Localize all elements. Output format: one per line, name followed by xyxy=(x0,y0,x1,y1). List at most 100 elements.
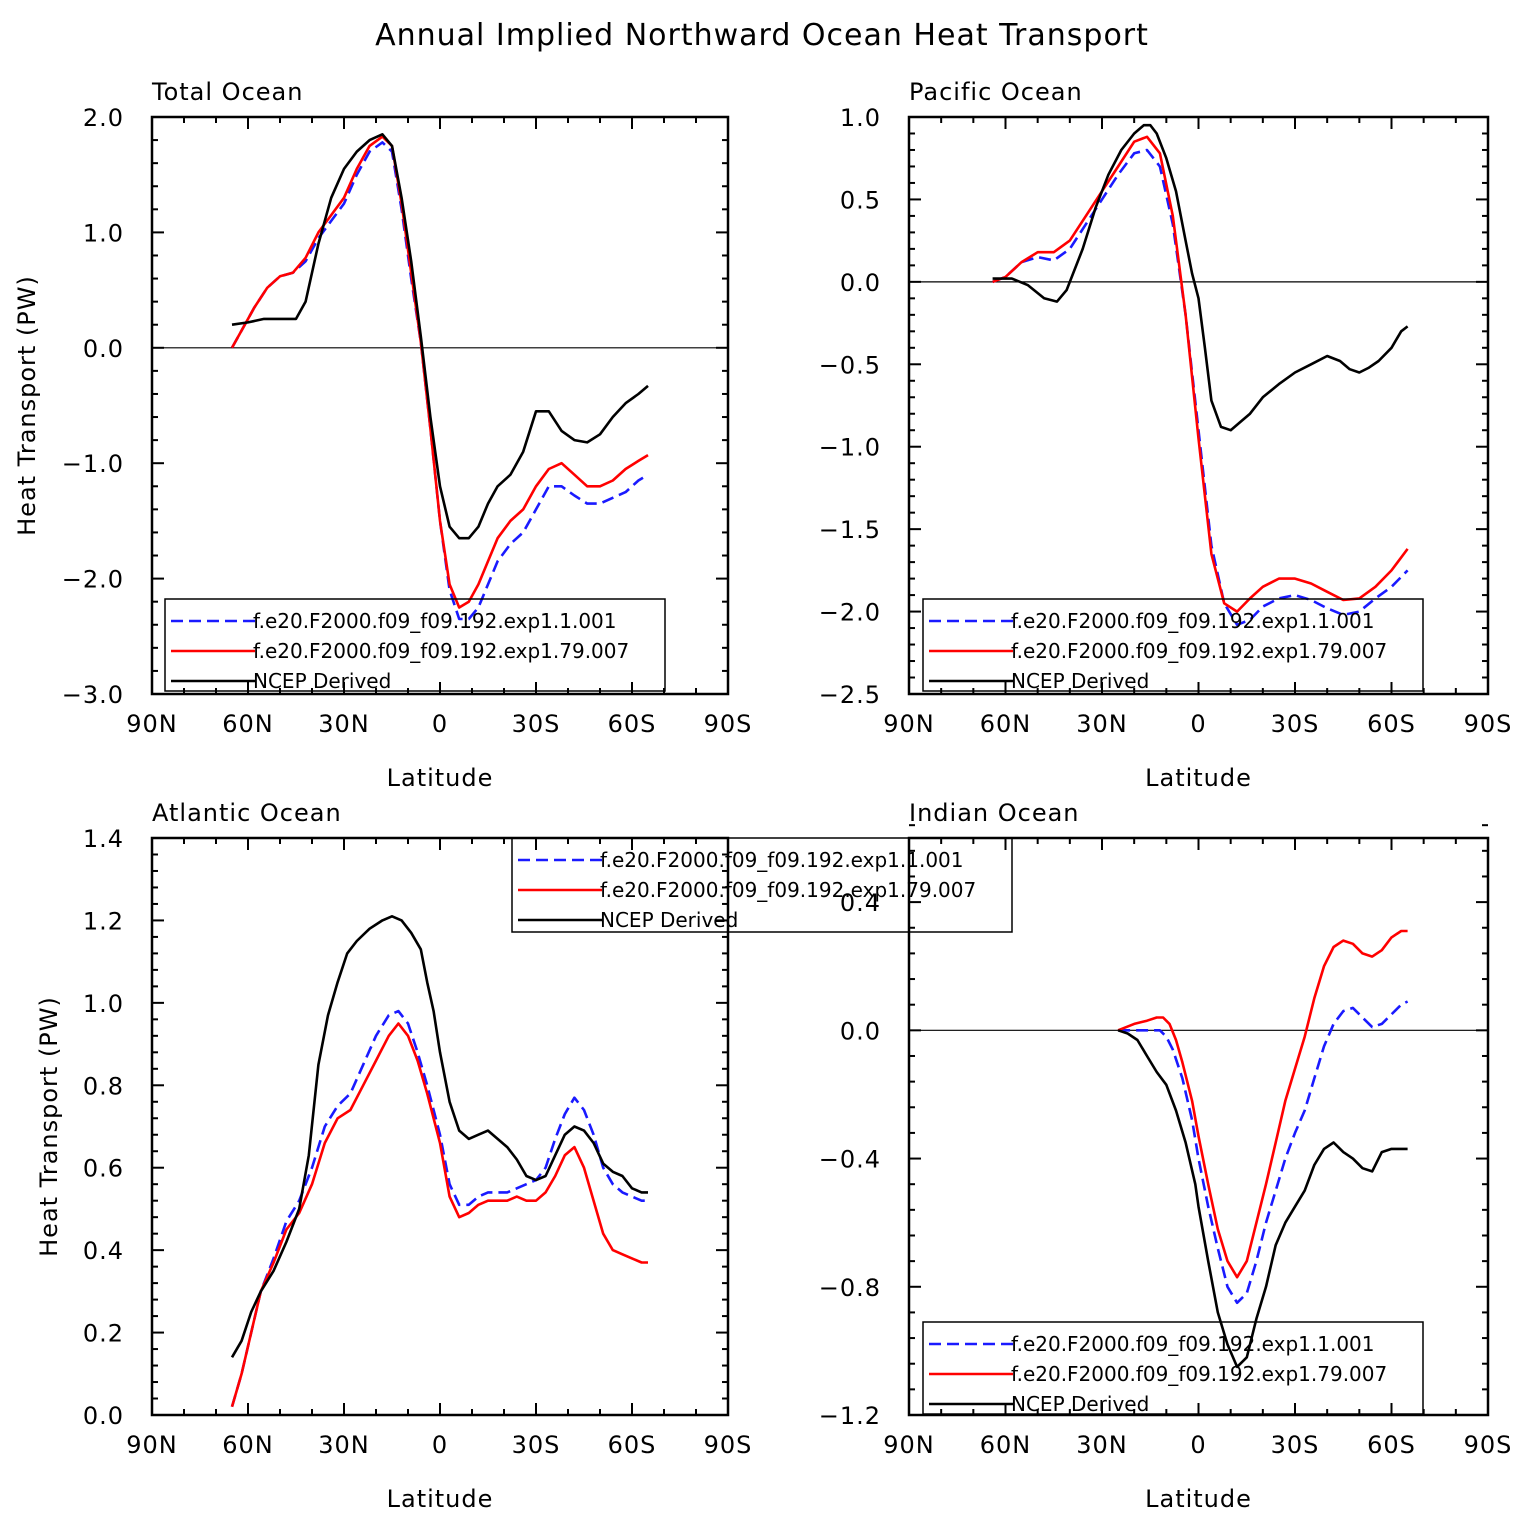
y-tick-label: 0.4 xyxy=(83,1237,124,1265)
legend-label: NCEP Derived xyxy=(600,908,738,932)
x-tick-label: 30N xyxy=(318,710,370,738)
y-tick-label: 0.8 xyxy=(83,1072,124,1100)
y-tick-label: 0.0 xyxy=(83,335,124,363)
x-tick-label: 0 xyxy=(1190,1431,1206,1459)
y-tick-label: 0.4 xyxy=(840,889,881,917)
x-tick-label: 90S xyxy=(704,710,753,738)
legend: f.e20.F2000.f09_f09.192.exp1.1.001 f.e20.… xyxy=(922,1321,1424,1416)
x-tick-label: 30S xyxy=(512,710,561,738)
series-line-exp1 xyxy=(1118,1000,1409,1305)
legend-label: NCEP Derived xyxy=(1011,669,1149,693)
y-tick-label: 1.2 xyxy=(83,907,124,935)
legend-box xyxy=(922,1321,1424,1415)
legend-label: f.e20.F2000.f09_f09.192.exp1.79.007 xyxy=(1011,1362,1387,1386)
x-tick-label: 60S xyxy=(1367,1431,1416,1459)
x-tick-label: 0 xyxy=(1190,710,1206,738)
panel-title: Total Ocean xyxy=(151,78,303,106)
x-axis-label: Latitude xyxy=(1145,1485,1252,1513)
legend-label: f.e20.F2000.f09_f09.192.exp1.1.001 xyxy=(253,609,617,633)
x-axis-label: Latitude xyxy=(387,1485,494,1513)
x-tick-label: 30N xyxy=(318,1431,370,1459)
legend-label: f.e20.F2000.f09_f09.192.exp1.1.001 xyxy=(1011,609,1375,633)
y-tick-label: 1.4 xyxy=(83,825,124,853)
y-tick-label: 0.6 xyxy=(83,1155,124,1183)
legend-label: f.e20.F2000.f09_f09.192.exp1.79.007 xyxy=(253,639,629,663)
x-tick-label: 0 xyxy=(432,710,448,738)
series-line-exp2 xyxy=(230,1022,648,1408)
legend-label: f.e20.F2000.f09_f09.192.exp1.79.007 xyxy=(1011,639,1387,663)
y-tick-label: 1.0 xyxy=(83,219,124,247)
x-tick-label: 90S xyxy=(1464,710,1513,738)
series-line-exp2 xyxy=(992,135,1409,613)
legend-box xyxy=(511,837,1013,933)
x-tick-label: 30S xyxy=(1271,710,1320,738)
y-tick-label: 0.0 xyxy=(840,1017,881,1045)
legend-label: f.e20.F2000.f09_f09.192.exp1.1.001 xyxy=(600,848,964,872)
y-tick-label: −0.5 xyxy=(819,351,881,379)
series-line-exp1 xyxy=(992,148,1409,627)
x-tick-label: 90S xyxy=(704,1431,753,1459)
x-tick-label: 90N xyxy=(126,1431,178,1459)
y-tick-label: −2.5 xyxy=(819,681,881,709)
y-axis-label: Heat Transport (PW) xyxy=(13,275,41,536)
x-tick-label: 60S xyxy=(608,1431,657,1459)
plot-frame xyxy=(907,836,1490,1417)
x-tick-label: 60N xyxy=(222,710,274,738)
x-axis-label: Latitude xyxy=(1145,764,1252,792)
x-tick-label: 90N xyxy=(883,1431,935,1459)
y-tick-label: −1.2 xyxy=(819,1402,881,1430)
series-line-exp1 xyxy=(230,141,649,621)
x-tick-label: 60N xyxy=(980,1431,1032,1459)
y-tick-label: −2.0 xyxy=(819,599,881,627)
x-tick-label: 90N xyxy=(126,710,178,738)
legend-label: NCEP Derived xyxy=(253,669,391,693)
legend: f.e20.F2000.f09_f09.192.exp1.1.001 f.e20.… xyxy=(922,598,1424,693)
y-tick-label: −0.8 xyxy=(819,1274,881,1302)
y-tick-label: 0.0 xyxy=(840,269,881,297)
panel-title: Atlantic Ocean xyxy=(152,799,342,827)
series-line-exp1 xyxy=(230,1009,648,1408)
panel-indian-ocean: Indian Ocean 90N 60N 30N 0 30S 60S 90S −1.2 −0.8 −… xyxy=(819,799,1513,1513)
x-tick-label: 0 xyxy=(432,1431,448,1459)
y-tick-label: 2.0 xyxy=(83,104,124,132)
series-line-ncep xyxy=(1117,1029,1408,1369)
x-tick-label: 60N xyxy=(222,1431,274,1459)
x-tick-label: 30N xyxy=(1076,710,1128,738)
x-axis-label: Latitude xyxy=(387,764,494,792)
y-tick-label: 0.5 xyxy=(840,186,881,214)
y-tick-label: −2.0 xyxy=(62,566,124,594)
figure-title: Annual Implied Northward Ocean Heat Tran… xyxy=(375,18,1149,53)
y-tick-label: 1.0 xyxy=(83,990,124,1018)
y-tick-label: −1.0 xyxy=(62,450,124,478)
panel-pacific-ocean: Pacific Ocean 90N 60N 30N 0 30S 60S 90S −2.5 −2.0… xyxy=(819,78,1513,792)
panel-title: Indian Ocean xyxy=(909,799,1080,827)
series-line-exp2 xyxy=(230,135,649,609)
y-tick-label: −0.4 xyxy=(819,1146,881,1174)
y-tick-label: −3.0 xyxy=(62,681,124,709)
series-line-exp2 xyxy=(1117,929,1408,1279)
plot-frame xyxy=(907,115,1490,696)
x-tick-label: 30S xyxy=(1271,1431,1320,1459)
legend-label: f.e20.F2000.f09_f09.192.exp1.1.001 xyxy=(1011,1332,1375,1356)
x-tick-label: 30N xyxy=(1076,1431,1128,1459)
x-tick-label: 90S xyxy=(1464,1431,1513,1459)
series-line-ncep xyxy=(231,133,649,540)
y-tick-label: 1.0 xyxy=(840,104,881,132)
y-tick-label: 0.2 xyxy=(83,1320,124,1348)
legend: f.e20.F2000.f09_f09.192.exp1.1.001 f.e20.… xyxy=(511,837,1013,933)
series-line-ncep xyxy=(992,123,1409,432)
y-tick-label: −1.5 xyxy=(819,516,881,544)
panel-title: Pacific Ocean xyxy=(909,78,1083,106)
x-tick-label: 30S xyxy=(512,1431,561,1459)
legend-label: f.e20.F2000.f09_f09.192.exp1.79.007 xyxy=(600,878,976,902)
legend-box xyxy=(922,598,1424,692)
legend: f.e20.F2000.f09_f09.192.exp1.1.001 f.e20.… xyxy=(164,598,666,693)
plot-frame xyxy=(150,115,730,696)
x-tick-label: 90N xyxy=(883,710,935,738)
x-tick-label: 60S xyxy=(1367,710,1416,738)
y-axis-label: Heat Transport (PW) xyxy=(35,996,63,1257)
y-tick-label: −1.0 xyxy=(819,434,881,462)
panel-total-ocean: Total Ocean 90N 60N 30N 0 30S 60S 90S −3.0 −2.0 −1… xyxy=(13,78,753,792)
panel-atlantic-ocean: Atlantic Ocean 90N 60N 30N 0 30S 60S 90S 0.0 0.2 0… xyxy=(35,799,1013,1513)
